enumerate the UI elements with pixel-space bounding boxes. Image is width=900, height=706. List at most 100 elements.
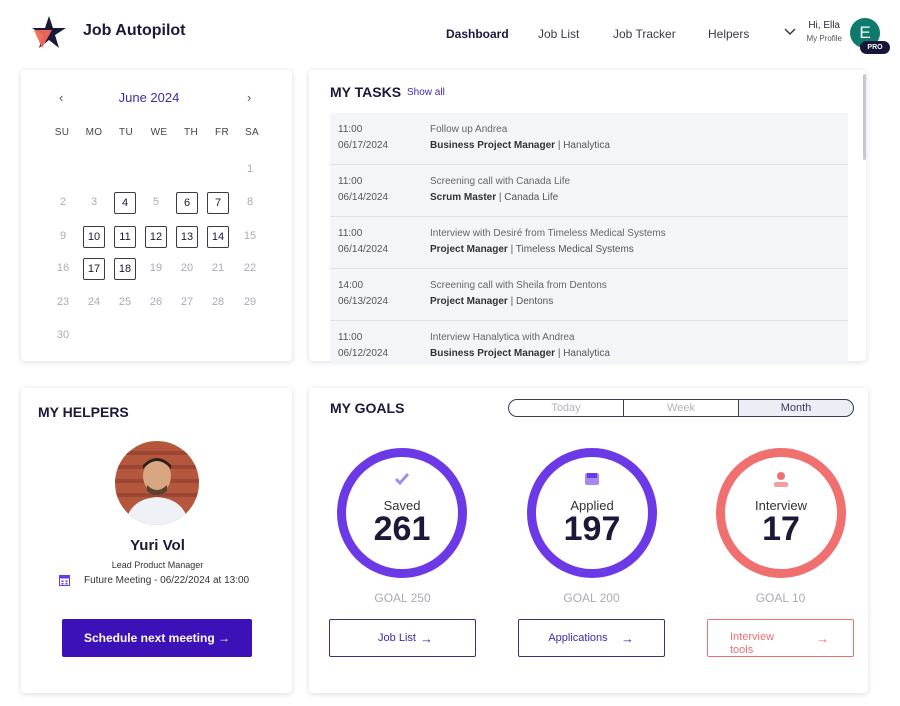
task-company: Hanalytica	[563, 348, 610, 359]
tasks-scrollbar[interactable]	[863, 74, 866, 160]
task-date: 06/12/2024	[338, 348, 389, 359]
check-icon	[394, 473, 410, 486]
nav-job-tracker[interactable]: Job Tracker	[613, 27, 676, 41]
task-role: Project Manager	[430, 296, 508, 307]
task-date: 06/17/2024	[338, 140, 389, 151]
goal-applied-value: 197	[563, 510, 621, 548]
interview-tools-button[interactable]: Interview tools →	[707, 619, 854, 657]
calendar-day[interactable]: 2	[59, 196, 67, 208]
calendar-day[interactable]: 17	[83, 258, 105, 280]
calendar-day[interactable]: 8	[246, 196, 254, 208]
task-company: Canada Life	[504, 192, 559, 203]
calendar-day[interactable]: 6	[176, 192, 198, 214]
job-list-button-label: Job List	[378, 632, 416, 644]
calendar-day[interactable]: 5	[152, 196, 160, 208]
calendar-day[interactable]: 22	[243, 262, 257, 274]
inbox-icon	[585, 473, 599, 485]
calendar-month-label: June 2024	[118, 90, 180, 105]
arrow-right-icon: →	[816, 631, 829, 646]
calendar-day[interactable]: 26	[149, 296, 163, 308]
task-row[interactable]: 11:00 06/14/2024 Interview with Desiré fro…	[330, 217, 848, 269]
task-list: 11:00 06/17/2024 Follow up Andrea Business …	[330, 113, 848, 362]
calendar-day[interactable]: 23	[56, 296, 70, 308]
arrow-right-icon: →	[621, 631, 634, 646]
nav-dashboard[interactable]: Dashboard	[446, 27, 509, 41]
task-row[interactable]: 11:00 06/12/2024 Interview Hanalytica with…	[330, 321, 848, 362]
task-title: Interview Hanalytica with Andrea	[430, 332, 575, 343]
calendar-day[interactable]: 14	[207, 226, 229, 248]
weekday-label: TH	[184, 127, 198, 138]
my-profile-link[interactable]: My Profile	[806, 34, 842, 43]
task-role: Business Project Manager	[430, 348, 556, 359]
helper-role: Lead Product Manager	[111, 560, 204, 570]
calendar-day[interactable]: 13	[176, 226, 198, 248]
task-detail: Business Project Manager | Hanalytica	[430, 348, 610, 359]
chevron-down-icon[interactable]	[784, 26, 796, 36]
period-week[interactable]: Week	[623, 399, 739, 417]
calendar-day[interactable]: 12	[145, 226, 167, 248]
weekday-label: SU	[54, 127, 70, 138]
calendar-day[interactable]: 27	[180, 296, 194, 308]
calendar-day[interactable]: 1	[246, 163, 254, 175]
job-list-button[interactable]: Job List →	[329, 619, 476, 657]
calendar-day[interactable]: 28	[211, 296, 225, 308]
calendar-day[interactable]: 4	[114, 192, 136, 214]
nav-job-list[interactable]: Job List	[538, 27, 580, 41]
calendar-day[interactable]: 19	[149, 262, 163, 274]
weekday-label: MO	[85, 127, 103, 138]
calendar-day[interactable]: 20	[180, 262, 194, 274]
applications-button[interactable]: Applications →	[518, 619, 665, 657]
goals-title: MY GOALS	[330, 400, 405, 416]
person-icon	[774, 472, 788, 487]
pro-badge: PRO	[860, 41, 890, 54]
task-detail: Business Project Manager | Hanalytica	[430, 140, 610, 151]
calendar-day[interactable]: 29	[243, 296, 257, 308]
weekday-label: WE	[150, 127, 168, 138]
calendar-day[interactable]: 18	[114, 258, 136, 280]
calendar-day[interactable]: 11	[114, 226, 136, 248]
calendar-day[interactable]: 10	[83, 226, 105, 248]
nav-helpers[interactable]: Helpers	[708, 27, 750, 41]
task-time: 11:00	[338, 332, 363, 343]
task-title: Screening call with Sheila from Dentons	[430, 280, 607, 291]
task-detail: Scrum Master | Canada Life	[430, 192, 559, 203]
applications-button-label: Applications	[548, 632, 608, 644]
helpers-title: MY HELPERS	[38, 404, 129, 420]
user-greeting: Hi, Ella	[808, 20, 840, 31]
goal-interview-ring: Interview 17	[716, 448, 846, 578]
task-row[interactable]: 14:00 06/13/2024 Screening call with Sheil…	[330, 269, 848, 321]
calendar-icon	[59, 575, 70, 586]
calendar-prev-button[interactable]: ‹	[59, 90, 64, 105]
period-month[interactable]: Month	[738, 399, 854, 417]
calendar-day[interactable]: 9	[59, 230, 67, 242]
helper-meeting: Future Meeting - 06/22/2024 at 13:00	[84, 575, 250, 586]
calendar-day[interactable]: 16	[56, 262, 70, 274]
calendar-day[interactable]: 3	[90, 196, 98, 208]
task-role: Business Project Manager	[430, 140, 556, 151]
goal-applied-label: Applied	[570, 498, 614, 513]
calendar-day[interactable]: 7	[207, 192, 229, 214]
goal-saved-value: 261	[373, 510, 431, 548]
task-row[interactable]: 11:00 06/14/2024 Screening call with Canad…	[330, 165, 848, 217]
period-today[interactable]: Today	[508, 399, 624, 417]
task-company: Dentons	[515, 296, 554, 307]
task-detail: Project Manager | Dentons	[430, 296, 554, 307]
arrow-right-icon: →	[420, 631, 433, 646]
show-all-link[interactable]: Show all	[407, 87, 445, 98]
calendar-next-button[interactable]: ›	[247, 90, 252, 105]
task-date: 06/14/2024	[338, 244, 389, 255]
task-date: 06/14/2024	[338, 192, 389, 203]
task-row[interactable]: 11:00 06/17/2024 Follow up Andrea Business …	[330, 113, 848, 165]
task-title: Follow up Andrea	[430, 124, 508, 135]
calendar-day[interactable]: 15	[243, 230, 257, 242]
goal-interview-value: 17	[762, 510, 800, 548]
task-time: 14:00	[338, 280, 364, 291]
task-time: 11:00	[338, 228, 363, 239]
calendar-day[interactable]: 25	[118, 296, 132, 308]
calendar-day[interactable]: 24	[87, 296, 101, 308]
goal-applied-target: GOAL 200	[563, 591, 620, 605]
schedule-meeting-button[interactable]: Schedule next meeting →	[62, 619, 252, 657]
calendar-day[interactable]: 30	[56, 329, 70, 341]
weekday-label: TU	[119, 127, 133, 138]
calendar-day[interactable]: 21	[211, 262, 225, 274]
